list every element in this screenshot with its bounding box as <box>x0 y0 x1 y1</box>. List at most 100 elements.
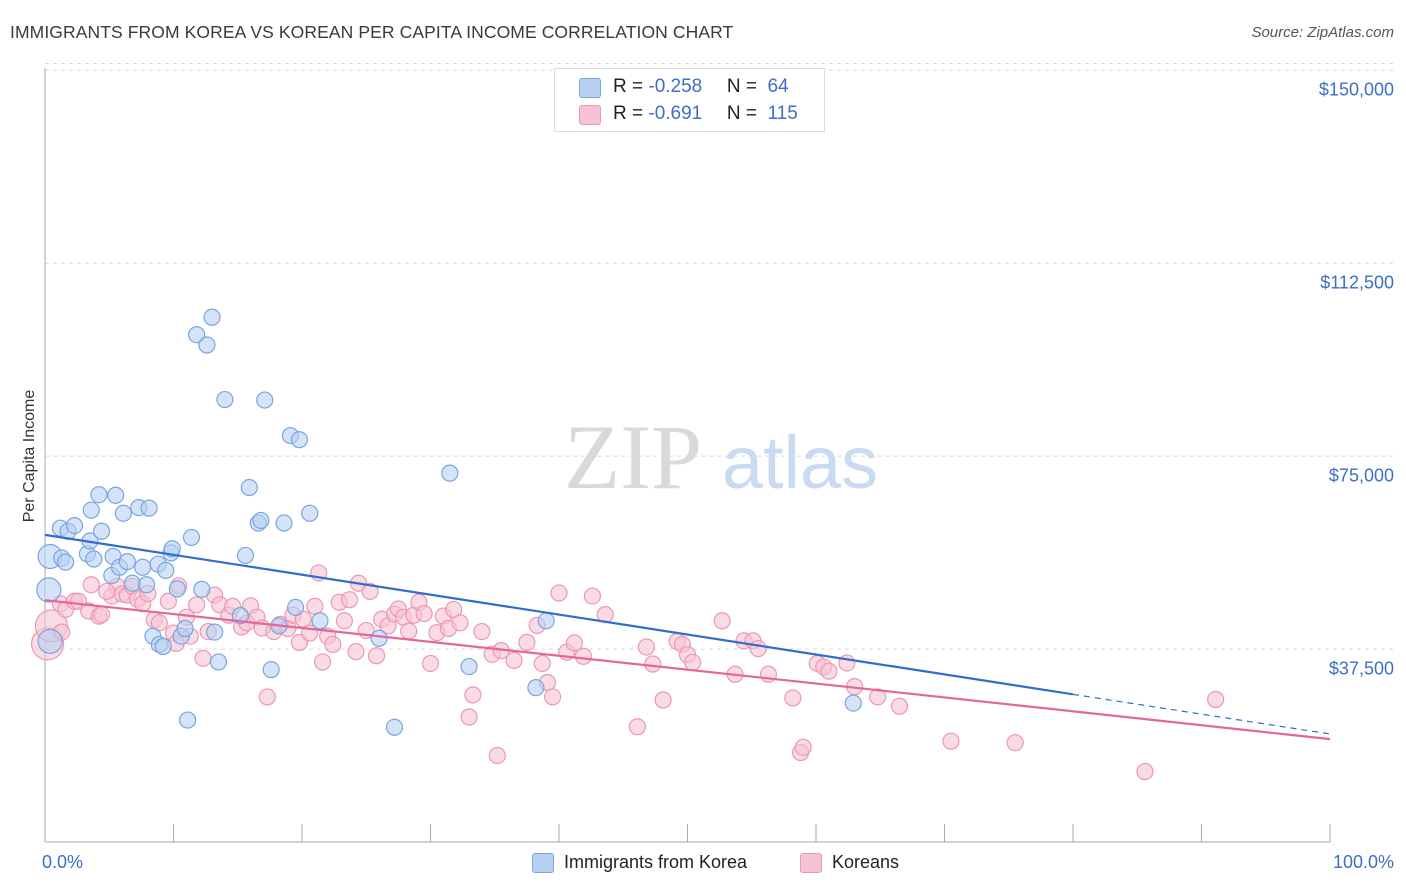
point-pink <box>518 633 536 651</box>
point-pink <box>367 647 386 665</box>
trend-lines <box>44 533 1331 741</box>
point-pink <box>574 647 593 665</box>
watermark: ZIP atlas <box>564 406 878 508</box>
point-blue <box>90 486 108 504</box>
point-pink <box>313 653 332 671</box>
point-blue <box>36 577 62 603</box>
point-blue <box>231 607 249 625</box>
point-pink <box>533 654 551 673</box>
point-pink <box>415 604 433 623</box>
y-tick-label: $75,000 <box>1328 465 1394 486</box>
point-blue <box>290 431 309 449</box>
point-pink <box>400 622 418 640</box>
point-pink <box>713 612 731 630</box>
point-blue <box>176 619 194 638</box>
point-pink <box>1006 734 1024 752</box>
point-blue <box>370 629 388 647</box>
y-tick-label: $150,000 <box>1318 79 1394 100</box>
point-blue <box>92 522 111 540</box>
point-pink <box>890 697 909 715</box>
point-blue <box>114 504 132 522</box>
series-immigrants-points <box>36 308 862 736</box>
point-blue <box>236 546 255 565</box>
point-blue <box>301 504 319 522</box>
n-value: 115 <box>767 103 798 124</box>
point-blue <box>198 336 216 354</box>
point-blue <box>168 580 186 598</box>
point-blue <box>209 653 228 671</box>
n-label: N = <box>726 76 763 97</box>
source-label: Source: ZipAtlas.com <box>1251 24 1394 41</box>
point-pink <box>460 708 478 726</box>
point-blue <box>311 612 329 630</box>
watermark-zip: ZIP <box>564 406 702 508</box>
point-blue <box>182 528 201 547</box>
point-pink <box>451 614 469 632</box>
point-pink <box>188 596 206 614</box>
y-tick-label: $112,500 <box>1320 272 1394 293</box>
watermark-atlas: atlas <box>722 421 878 504</box>
point-blue <box>56 553 75 571</box>
n-label: N = <box>726 103 763 124</box>
r-value: -0.258 <box>648 76 703 97</box>
point-pink <box>628 718 646 736</box>
point-pink <box>258 688 276 706</box>
point-blue <box>286 598 305 617</box>
point-pink <box>421 654 440 673</box>
point-pink <box>1207 690 1225 709</box>
point-pink <box>347 643 365 661</box>
point-blue <box>262 661 280 679</box>
trend-line-immigrants-extension <box>1072 693 1331 735</box>
point-blue <box>37 628 63 654</box>
point-pink <box>543 688 562 706</box>
trend-line-immigrants <box>44 533 1074 696</box>
point-blue <box>154 637 172 656</box>
legend-label-immigrants: Immigrants from Korea <box>564 852 748 872</box>
x-tick-label-start: 0.0% <box>42 852 84 872</box>
point-pink <box>550 584 568 602</box>
point-pink <box>340 591 359 609</box>
axes <box>44 68 1331 843</box>
r-label: R = <box>613 76 649 97</box>
point-pink <box>820 662 838 680</box>
point-pink <box>1136 762 1154 781</box>
point-pink <box>942 732 960 750</box>
point-pink <box>749 639 767 658</box>
point-pink <box>583 587 602 605</box>
point-pink <box>505 651 523 669</box>
point-blue <box>527 679 545 697</box>
point-pink <box>565 634 584 652</box>
point-pink <box>335 612 354 630</box>
point-blue <box>256 391 274 409</box>
point-blue <box>65 516 84 535</box>
point-pink <box>194 649 212 667</box>
series-koreans-points <box>30 564 1225 781</box>
point-blue <box>123 574 141 592</box>
point-pink <box>869 688 887 706</box>
point-pink <box>324 635 342 654</box>
y-tick-label: $37,500 <box>1328 658 1394 679</box>
legend-label-koreans: Koreans <box>832 852 900 872</box>
chart-title: IMMIGRANTS FROM KOREA VS KOREAN PER CAPI… <box>10 22 734 42</box>
legend-swatch-blue <box>532 853 554 873</box>
point-blue <box>537 612 555 630</box>
point-pink <box>654 691 672 709</box>
legend-swatch-blue <box>579 78 601 98</box>
y-axis-label: Per Capita Income <box>21 389 38 523</box>
point-blue <box>441 464 459 482</box>
point-blue <box>460 657 478 676</box>
point-blue <box>188 326 206 344</box>
point-pink <box>98 582 116 601</box>
point-pink <box>361 582 379 601</box>
point-pink <box>784 689 802 707</box>
point-blue <box>107 486 125 504</box>
x-tick-label-end: 100.0% <box>1332 852 1394 872</box>
stats-legend: R = -0.258 N = 64 R = -0.691 N = 115 <box>554 68 825 132</box>
point-pink <box>159 592 177 610</box>
point-blue <box>134 558 152 576</box>
point-blue <box>252 511 270 530</box>
point-blue <box>179 711 197 729</box>
point-blue <box>275 514 293 532</box>
n-value: 64 <box>767 76 789 97</box>
point-pink <box>473 622 491 641</box>
